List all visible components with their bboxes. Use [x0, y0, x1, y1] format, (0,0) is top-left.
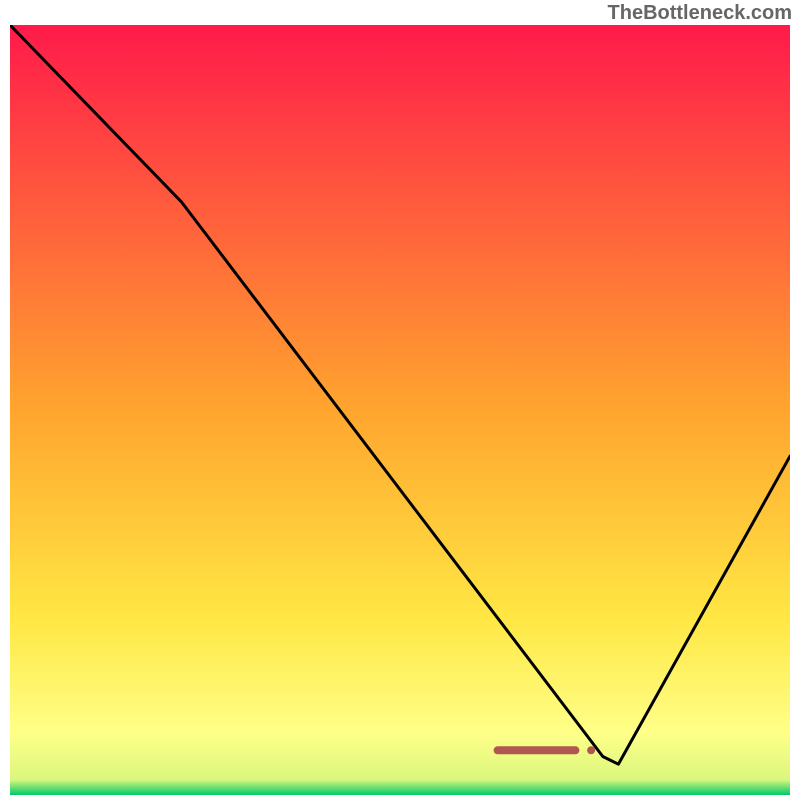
attribution-text: TheBottleneck.com [608, 2, 792, 25]
chart-svg [10, 25, 790, 795]
bottleneck-chart [10, 25, 790, 795]
